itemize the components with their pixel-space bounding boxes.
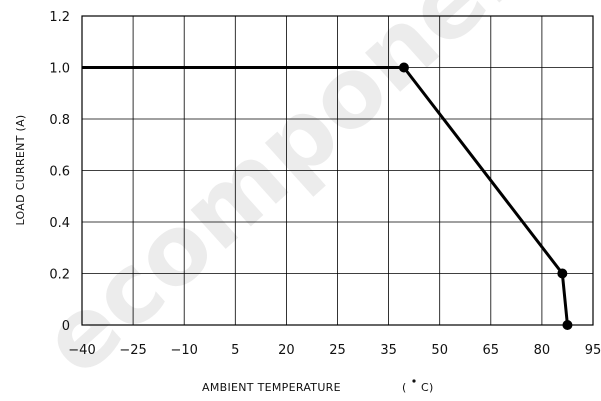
x-tick-label: 5 [231, 343, 239, 358]
x-tick-label: 25 [329, 343, 346, 358]
y-tick-label: 0.2 [49, 268, 70, 283]
y-tick-label: 1.2 [49, 10, 70, 25]
y-axis-title: LOAD CURRENT (A) [14, 114, 27, 225]
x-axis-title-main: AMBIENT TEMPERATURE [202, 381, 341, 394]
y-tick-label: 0 [62, 319, 70, 334]
x-tick-label: 35 [380, 343, 397, 358]
chart-series [82, 62, 573, 330]
x-axis-title-unit: C) [421, 381, 434, 394]
derating-curve [82, 66, 569, 326]
degree-symbol [412, 379, 416, 383]
x-tick-label: 80 [534, 343, 551, 358]
y-axis-tick-labels: 0 0.2 0.4 0.6 0.8 1.0 1.2 [49, 10, 70, 334]
x-axis-title: AMBIENT TEMPERATURE ( C) [202, 379, 434, 394]
y-tick-label: 0.4 [49, 216, 70, 231]
y-tick-label: 0.8 [49, 113, 70, 128]
data-point-marker [398, 62, 409, 73]
x-tick-label: −10 [170, 343, 197, 358]
plot-area-frame [81, 15, 594, 326]
x-tick-label: 20 [278, 343, 295, 358]
data-point-marker [557, 268, 568, 279]
x-tick-label: 65 [483, 343, 500, 358]
x-axis-tick-labels: −40 −25 −10 5 20 25 35 50 65 80 95 [68, 343, 601, 358]
x-axis-title-open-paren: ( [402, 381, 407, 394]
x-tick-label: −40 [68, 343, 95, 358]
watermark: ecomponent [20, 0, 593, 397]
data-point-marker [562, 320, 573, 330]
y-tick-label: 0.6 [49, 165, 70, 180]
x-tick-label: −25 [119, 343, 146, 358]
x-tick-label: 50 [431, 343, 448, 358]
y-tick-label: 1.0 [49, 62, 70, 77]
x-tick-label: 95 [585, 343, 601, 358]
